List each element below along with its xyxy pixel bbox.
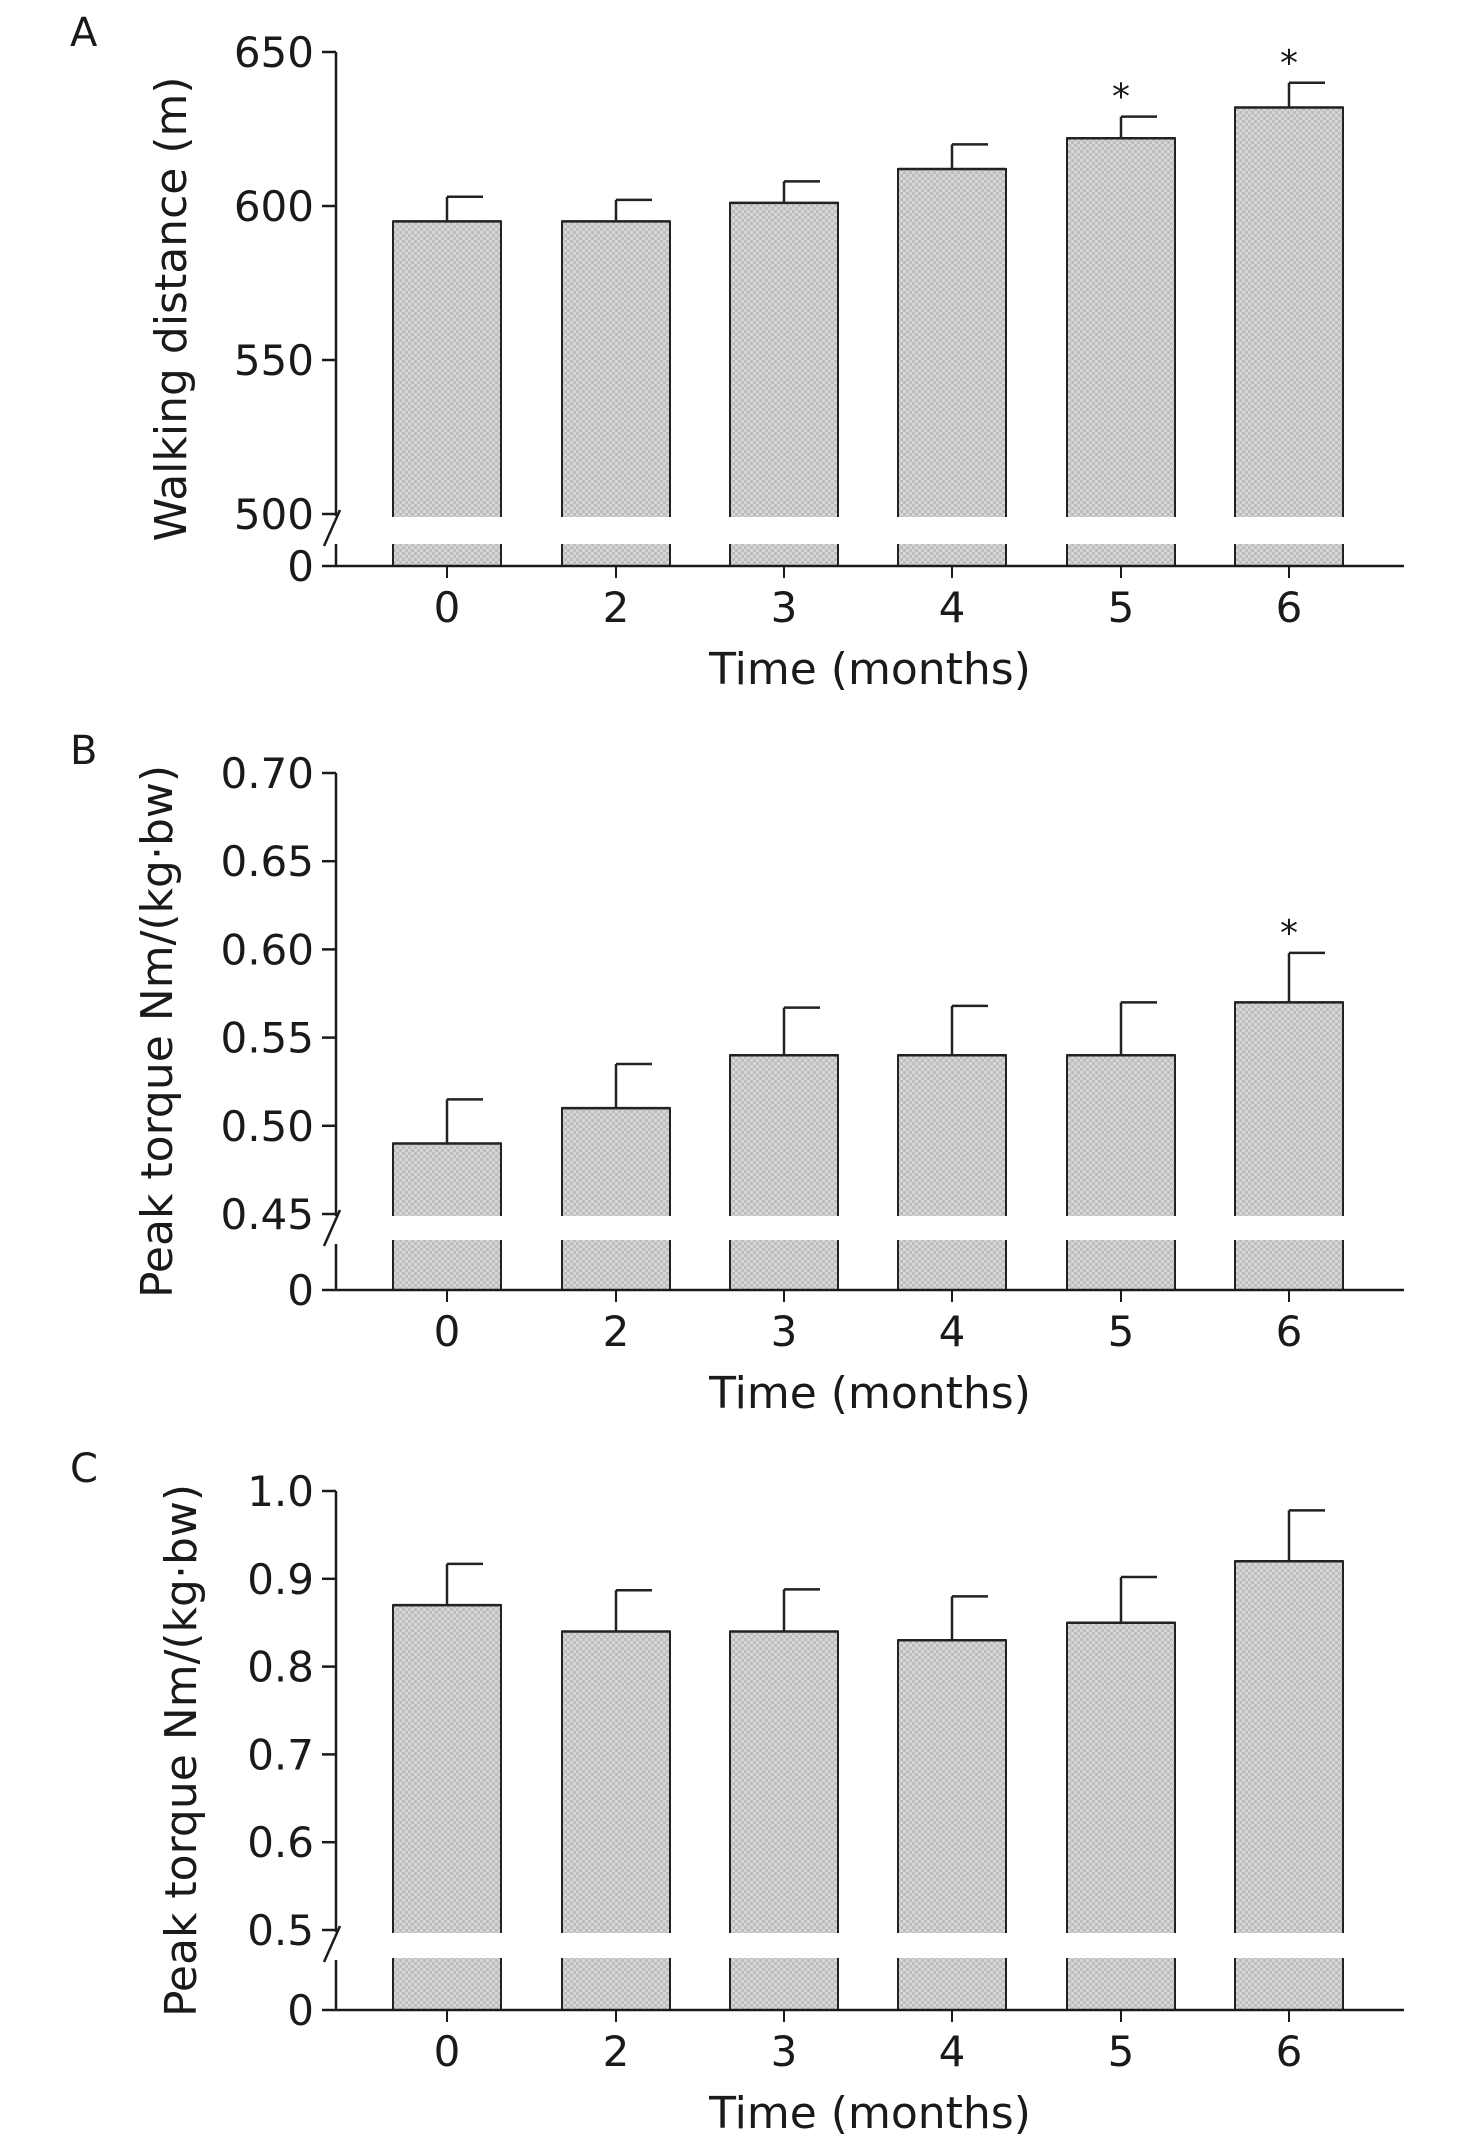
y-tick-label: 0.7 [247, 1730, 314, 1779]
y-tick-label-base: 0 [287, 1266, 314, 1315]
y-tick-label: 0.45 [220, 1190, 314, 1239]
bar-break-gap [1233, 1216, 1345, 1240]
x-tick-label: 5 [1108, 2027, 1135, 2076]
axis-break-mark [322, 1925, 342, 1963]
bar-break-gap [391, 1933, 503, 1958]
x-tick-label: 6 [1276, 1307, 1303, 1356]
x-tick-label: 6 [1276, 2027, 1303, 2076]
y-tick-label: 0.50 [220, 1102, 314, 1151]
y-tick-label: 500 [234, 490, 314, 539]
bar-break-gap [560, 517, 672, 544]
y-tick-label: 0.5 [247, 1906, 314, 1955]
x-axis-label: Time (months) [708, 1368, 1031, 1419]
x-tick-label: 2 [603, 2027, 630, 2076]
bar-break-gap [1065, 517, 1177, 544]
bar-break-gap [896, 1933, 1008, 1958]
bar-break-gap [896, 1216, 1008, 1240]
y-axis-label: Peak torque Nm/(kg·bw) [132, 765, 183, 1298]
x-tick-label: 0 [434, 2027, 461, 2076]
bar [897, 1054, 1007, 1291]
bar [561, 1107, 671, 1292]
y-axis-label: Peak torque Nm/(kg·bw) [156, 1484, 207, 2017]
panel-label: C [70, 1446, 98, 1492]
y-tick-label: 0.8 [247, 1643, 314, 1692]
axis-break-mark [322, 509, 342, 547]
bar-break-gap [391, 517, 503, 544]
x-axis-label: Time (months) [708, 644, 1031, 695]
x-tick-label: 4 [939, 1307, 966, 1356]
y-tick-label-base: 0 [287, 1986, 314, 2035]
bar [392, 220, 502, 567]
bar [729, 1054, 839, 1291]
chart-panel-B: 0 2 3 4 5 * 6 0.45 0.50 0.55 0.60 0.65 0.70 0 Time (mo… [70, 728, 1404, 1419]
bar [1234, 106, 1344, 567]
bar-break-gap [1065, 1216, 1177, 1240]
bar [729, 201, 839, 567]
x-axis-label: Time (months) [708, 2088, 1031, 2139]
x-tick-label: 6 [1276, 583, 1303, 632]
y-tick-label: 0.65 [220, 837, 314, 886]
bar-break-gap [560, 1216, 672, 1240]
bar-break-gap [1233, 1933, 1345, 1958]
bar [1066, 1054, 1176, 1291]
bar [897, 168, 1007, 567]
panel-label: A [70, 10, 98, 56]
y-tick-label: 0.6 [247, 1818, 314, 1867]
x-tick-label: 4 [939, 2027, 966, 2076]
bar-break-gap [896, 517, 1008, 544]
chart-panel-C: 0 2 3 4 5 6 0.5 0.6 0.7 0.8 0.9 1.0 0 Time (months) Pe… [70, 1446, 1404, 2139]
x-tick-label: 4 [939, 583, 966, 632]
y-tick-label: 0.70 [220, 749, 314, 798]
significance-marker: * [1280, 913, 1298, 954]
bar-break-gap [1233, 517, 1345, 544]
y-tick-label: 0.55 [220, 1014, 314, 1063]
axis-break-mark [322, 1209, 342, 1247]
bar [1066, 137, 1176, 568]
bar-break-gap [728, 1933, 840, 1958]
significance-marker: * [1112, 77, 1130, 118]
y-tick-label: 0.60 [220, 925, 314, 974]
y-axis-label: Walking distance (m) [146, 76, 197, 541]
x-tick-label: 3 [771, 583, 798, 632]
x-tick-label: 2 [603, 1307, 630, 1356]
bar-break-gap [728, 517, 840, 544]
x-tick-label: 0 [434, 583, 461, 632]
bar [1234, 1001, 1344, 1291]
panel-label: B [70, 728, 97, 774]
y-tick-label: 550 [234, 336, 314, 385]
x-tick-label: 0 [434, 1307, 461, 1356]
y-tick-label: 650 [234, 28, 314, 77]
x-tick-label: 5 [1108, 1307, 1135, 1356]
y-tick-label: 600 [234, 182, 314, 231]
bar-break-gap [391, 1216, 503, 1240]
y-tick-label: 1.0 [247, 1467, 314, 1516]
y-tick-label-base: 0 [287, 542, 314, 591]
x-tick-label: 2 [603, 583, 630, 632]
bar-break-gap [728, 1216, 840, 1240]
x-tick-label: 3 [771, 2027, 798, 2076]
x-tick-label: 3 [771, 1307, 798, 1356]
bar-break-gap [1065, 1933, 1177, 1958]
y-tick-label: 0.9 [247, 1555, 314, 1604]
bar-break-gap [560, 1933, 672, 1958]
x-tick-label: 5 [1108, 583, 1135, 632]
significance-marker: * [1280, 43, 1298, 84]
bar [561, 220, 671, 567]
